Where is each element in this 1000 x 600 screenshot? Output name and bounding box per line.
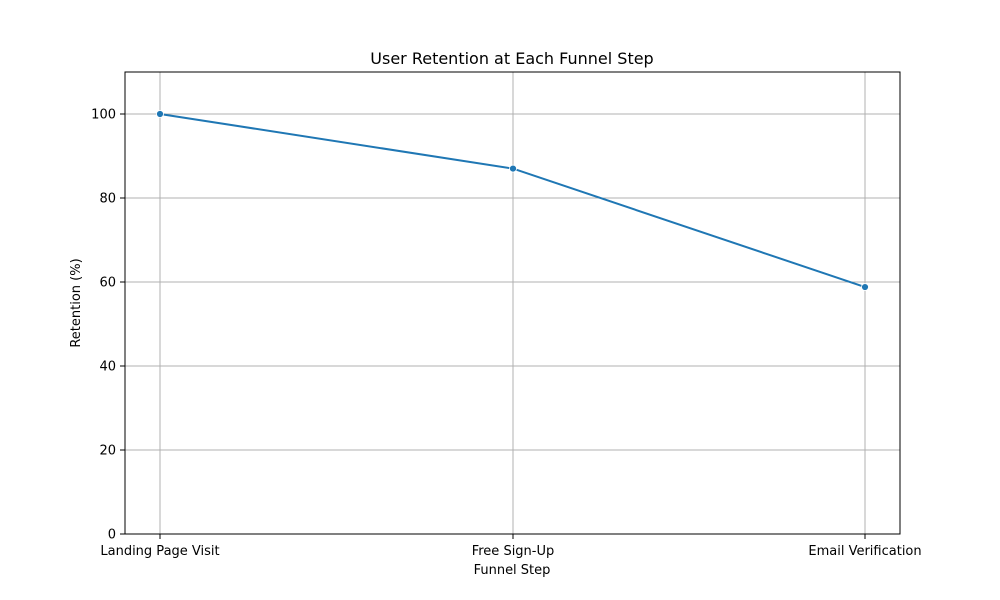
y-tick-label: 40: [99, 360, 116, 375]
series-layer: [156, 110, 869, 291]
x-tick-label: Landing Page Visit: [100, 544, 219, 559]
y-tick-label: 60: [99, 276, 116, 291]
y-tick-label: 0: [108, 528, 116, 543]
data-point: [156, 110, 164, 118]
ticks-layer: Landing Page Visit Free Sign-Up Email Veri…: [91, 108, 921, 560]
data-point: [509, 164, 517, 173]
x-axis-label: Funnel Step: [474, 563, 551, 578]
data-point: [861, 283, 869, 291]
grid-layer: [125, 72, 900, 535]
chart-title: User Retention at Each Funnel Step: [370, 49, 653, 68]
y-axis-label: Retention (%): [69, 258, 84, 347]
y-tick-label: 20: [99, 444, 116, 459]
x-tick-label: Email Verification: [808, 544, 921, 559]
x-tick-label: Free Sign-Up: [472, 544, 555, 559]
y-tick-label: 80: [99, 192, 116, 207]
y-tick-label: 100: [91, 108, 116, 123]
